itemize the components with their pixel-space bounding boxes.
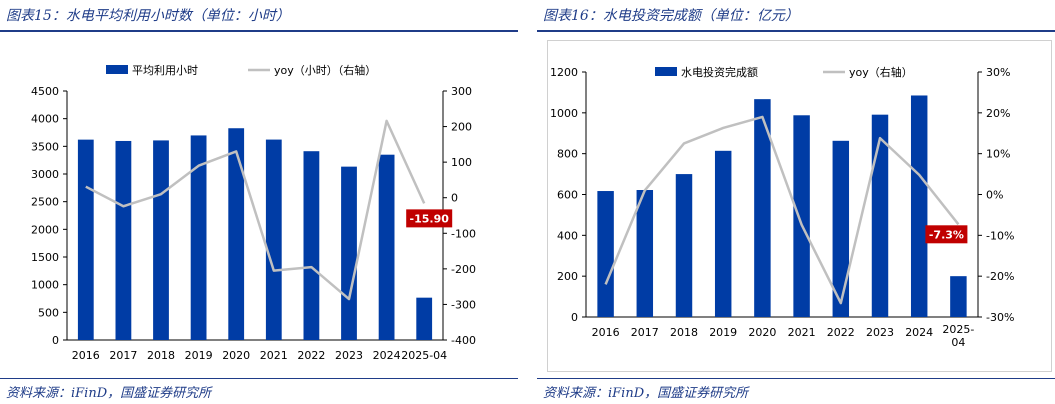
bar (265, 139, 282, 340)
hydro-hours-chart: 050010001500200025003000350040004500-400… (31, 63, 476, 362)
left-axis-tick-label: 0 (571, 311, 578, 324)
right-axis-tick-label: -200 (451, 263, 476, 276)
right-axis-tick-label: 200 (451, 121, 472, 134)
left-axis-tick-label: 1500 (31, 251, 59, 264)
legend-bar-swatch (106, 65, 128, 74)
bar (754, 99, 771, 317)
title-rule (537, 30, 1055, 32)
left-axis-tick-label: 2000 (31, 223, 59, 236)
right-axis-tick-label: -30% (986, 311, 1014, 324)
x-tick-label: 2018 (147, 349, 175, 362)
title-rule (0, 30, 518, 32)
bar (714, 150, 732, 317)
bar (832, 140, 850, 317)
legend-bar-label: 水电投资完成额 (681, 65, 758, 79)
figure-16-title: 图表16：水电投资完成额（单位：亿元） (543, 8, 799, 24)
left-axis-tick-label: 1200 (550, 66, 578, 79)
x-tick-label: 2021 (788, 326, 816, 339)
left-axis-tick-label: 3500 (31, 140, 59, 153)
x-tick-label: 2019 (709, 326, 737, 339)
legend-bar-label: 平均利用小时 (132, 64, 198, 77)
x-tick-label: 04 (951, 336, 965, 349)
left-axis-tick-label: 3000 (31, 168, 59, 181)
right-axis-tick-label: 30% (986, 66, 1010, 79)
x-tick-label: 2024 (905, 326, 933, 339)
callout-label: -7.3% (929, 228, 964, 241)
figure-16-panel: 图表16：水电投资完成额（单位：亿元） 0 200 400 600 800 1000 120… (537, 0, 1055, 404)
x-tick-label: 2021 (260, 349, 288, 362)
callout-box (925, 225, 968, 244)
legend-line-label: yoy（右轴） (849, 65, 913, 79)
right-axis-tick-label: -10% (986, 229, 1014, 242)
callout-box (406, 209, 453, 228)
bar (675, 174, 693, 317)
x-tick-label: 2023 (335, 349, 363, 362)
figure-15-panel: 图表15：水电平均利用小时数（单位：小时） 0 500 1000 1500 2000 25… (0, 0, 518, 404)
left-axis-tick-label: 200 (557, 270, 578, 283)
legend-line-label: yoy（小时）（右轴） (274, 63, 376, 77)
bar (597, 191, 614, 317)
left-axis-tick-label: 2500 (31, 196, 59, 209)
callout-label: -15.90 (410, 212, 450, 225)
x-tick-label: 2020 (748, 326, 776, 339)
source-rule (537, 378, 1055, 379)
right-axis-tick-label: -300 (451, 298, 476, 311)
yoy-line (85, 119, 426, 301)
x-tick-label: 2024 (373, 349, 401, 362)
bar (378, 154, 395, 340)
bar (950, 276, 967, 317)
x-tick-label: 2022 (297, 349, 325, 362)
left-axis-tick-label: 600 (557, 189, 578, 202)
bar (303, 151, 320, 340)
bar (77, 139, 94, 340)
bar (871, 114, 889, 317)
x-tick-label: 2016 (592, 326, 620, 339)
figure-15-title: 图表15：水电平均利用小时数（单位：小时） (6, 8, 290, 24)
x-tick-label: 2017 (109, 349, 137, 362)
x-tick-label: 2017 (631, 326, 659, 339)
figure-16-source: 资料来源：iFinD，国盛证券研究所 (543, 386, 749, 401)
yoy-line (604, 115, 960, 305)
bar (190, 135, 207, 340)
figure-15-source: 资料来源：iFinD，国盛证券研究所 (6, 386, 212, 401)
bar (153, 140, 169, 340)
bar (910, 95, 928, 317)
bar (793, 115, 810, 318)
right-axis-tick-label: 100 (451, 156, 472, 169)
x-tick-label: 2022 (827, 326, 855, 339)
x-tick-label: 2016 (72, 349, 100, 362)
bar (228, 128, 245, 340)
right-axis-tick-label: 10% (986, 148, 1010, 161)
right-axis-tick-label: 20% (986, 107, 1010, 120)
x-tick-label: 2023 (866, 326, 894, 339)
right-axis-tick-label: 0 (451, 192, 458, 205)
hydro-investment-chart: 0 200 400 600 800 1000 1200 -30% -20% -10% 0% 10% 20… (550, 65, 1014, 349)
legend-bar-swatch (655, 67, 677, 76)
source-rule (0, 378, 518, 379)
bar (636, 190, 654, 317)
left-axis-tick-label: 0 (52, 334, 59, 347)
chart-frame (547, 40, 1052, 372)
left-axis-tick-label: 1000 (550, 107, 578, 120)
x-tick-label: 2018 (670, 326, 698, 339)
right-axis-tick-label: -20% (986, 270, 1014, 283)
right-axis-tick-label: -100 (451, 227, 476, 240)
x-tick-label: 2019 (185, 349, 213, 362)
x-tick-label: 2025- (942, 323, 974, 336)
bar (341, 166, 357, 340)
left-axis-tick-label: 4000 (31, 113, 59, 126)
x-tick-label: 2025-04 (401, 349, 447, 362)
bar (416, 297, 433, 340)
left-axis-tick-label: 400 (557, 229, 578, 242)
bar (115, 140, 132, 340)
left-axis-tick-label: 800 (557, 148, 578, 161)
right-axis-tick-label: -400 (451, 334, 476, 347)
x-tick-label: 2020 (222, 349, 250, 362)
left-axis-tick-label: 4500 (31, 85, 59, 98)
right-axis-tick-label: 300 (451, 85, 472, 98)
left-axis-tick-label: 1000 (31, 279, 59, 292)
right-axis-tick-label: 0% (986, 189, 1003, 202)
left-axis-tick-label: 500 (38, 306, 59, 319)
